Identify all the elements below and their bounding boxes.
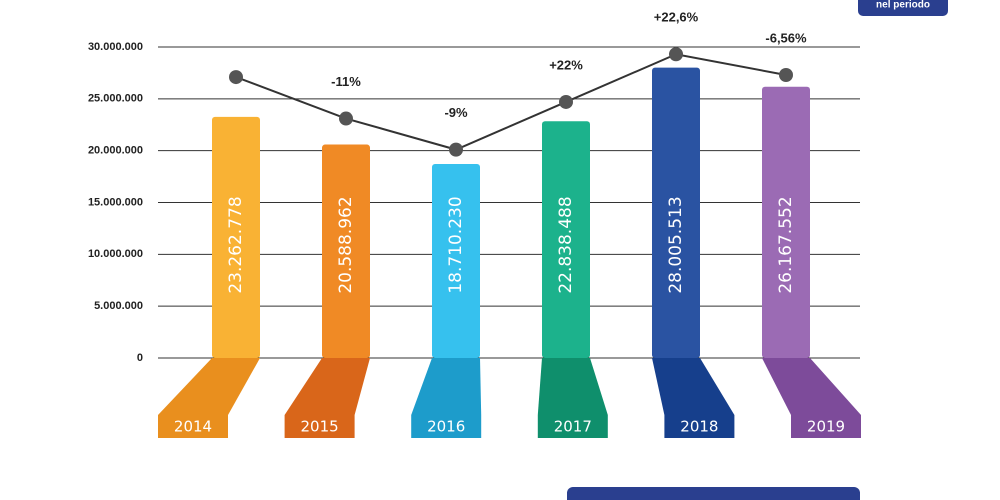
year-box <box>537 415 608 438</box>
y-tick-label: 25.000.000 <box>88 93 143 105</box>
y-tick-label: 30.000.000 <box>88 41 143 53</box>
trend-dot <box>229 70 243 85</box>
y-tick-label: 10.000.000 <box>88 248 143 260</box>
x-tick-label: 2015 <box>301 418 339 436</box>
y-tick-label: 20.000.000 <box>88 145 143 157</box>
change-label: -9% <box>444 105 468 120</box>
value-label: 26.167.552 <box>776 196 796 293</box>
value-label: 22.838.488 <box>556 196 576 293</box>
trend-line <box>235 53 787 151</box>
badge-box <box>858 0 948 16</box>
x-tick-label: 2016 <box>427 418 465 436</box>
trend-dot <box>559 94 573 109</box>
x-tick-label: 2019 <box>807 418 845 436</box>
trend-dot <box>669 47 683 62</box>
bar-base <box>284 358 370 415</box>
change-label: +22,6% <box>654 10 699 25</box>
change-label: +22% <box>549 57 583 72</box>
bar-base <box>652 358 735 415</box>
bar-base <box>158 358 260 415</box>
x-tick-label: 2014 <box>174 418 212 436</box>
footer-box <box>567 487 860 500</box>
bar <box>322 144 370 358</box>
year-box <box>791 415 861 438</box>
bar-base <box>411 358 482 415</box>
bar <box>762 86 810 359</box>
y-tick-label: 5.000.000 <box>94 300 143 312</box>
badge-text: nel periodo <box>876 0 930 11</box>
y-tick-label: 15.000.000 <box>88 196 143 208</box>
year-box <box>284 415 355 438</box>
x-tick-label: 2017 <box>554 418 592 436</box>
value-label: 18.710.230 <box>446 196 466 293</box>
trend-dot <box>779 67 793 82</box>
change-label: -11% <box>331 74 361 89</box>
x-tick-label: 2018 <box>680 418 718 436</box>
value-label: 28.005.513 <box>666 196 686 293</box>
trend-dot <box>449 142 463 157</box>
bar <box>212 116 260 359</box>
value-label: 20.588.962 <box>336 196 356 293</box>
year-box <box>158 415 228 438</box>
bar <box>432 164 480 358</box>
year-box <box>411 415 482 438</box>
bar-base <box>762 358 861 415</box>
value-label: 23.262.778 <box>226 196 246 293</box>
bar-base <box>537 358 608 415</box>
year-box <box>664 415 735 438</box>
y-tick-label: 0 <box>137 352 143 364</box>
bar <box>542 121 590 359</box>
bar <box>652 67 700 359</box>
change-label: -6,56% <box>765 30 807 45</box>
trend-dot <box>339 111 353 126</box>
